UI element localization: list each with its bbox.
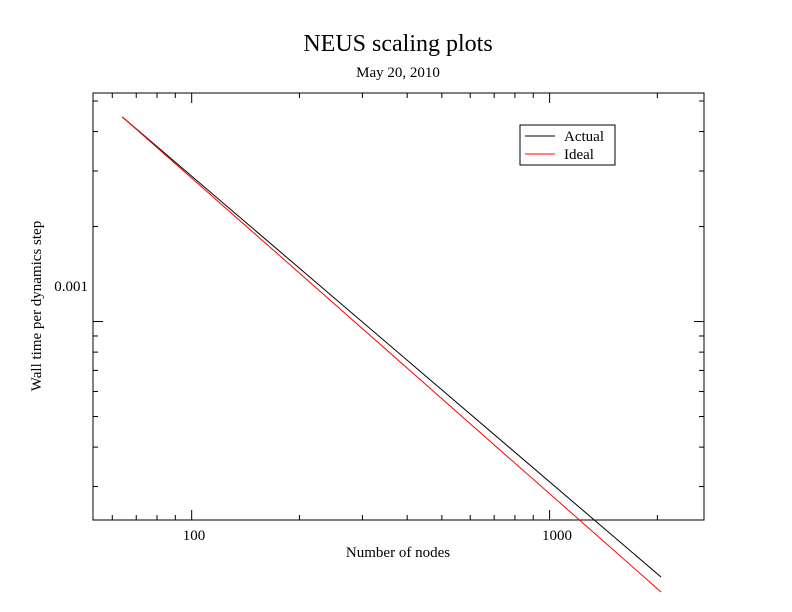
series-line-ideal (121, 116, 662, 593)
legend-label-ideal: Ideal (564, 147, 594, 163)
series-line-actual (121, 116, 662, 578)
chart-title: NEUS scaling plots (303, 31, 492, 57)
plot-frame (92, 92, 705, 521)
x-axis-label: Number of nodes (346, 545, 450, 561)
y-tick-label-0001: 0.001 (54, 279, 88, 295)
legend-box (519, 124, 616, 166)
legend-label-actual: Actual (564, 129, 604, 145)
axis-ticks (93, 93, 704, 520)
x-tick-label-1000: 1000 (542, 528, 572, 544)
series-layer (121, 116, 662, 593)
y-axis-label: Wall time per dynamics step (29, 221, 45, 391)
legend: Actual Ideal (519, 124, 616, 166)
x-tick-label-100: 100 (183, 528, 206, 544)
chart-subtitle: May 20, 2010 (356, 65, 440, 81)
